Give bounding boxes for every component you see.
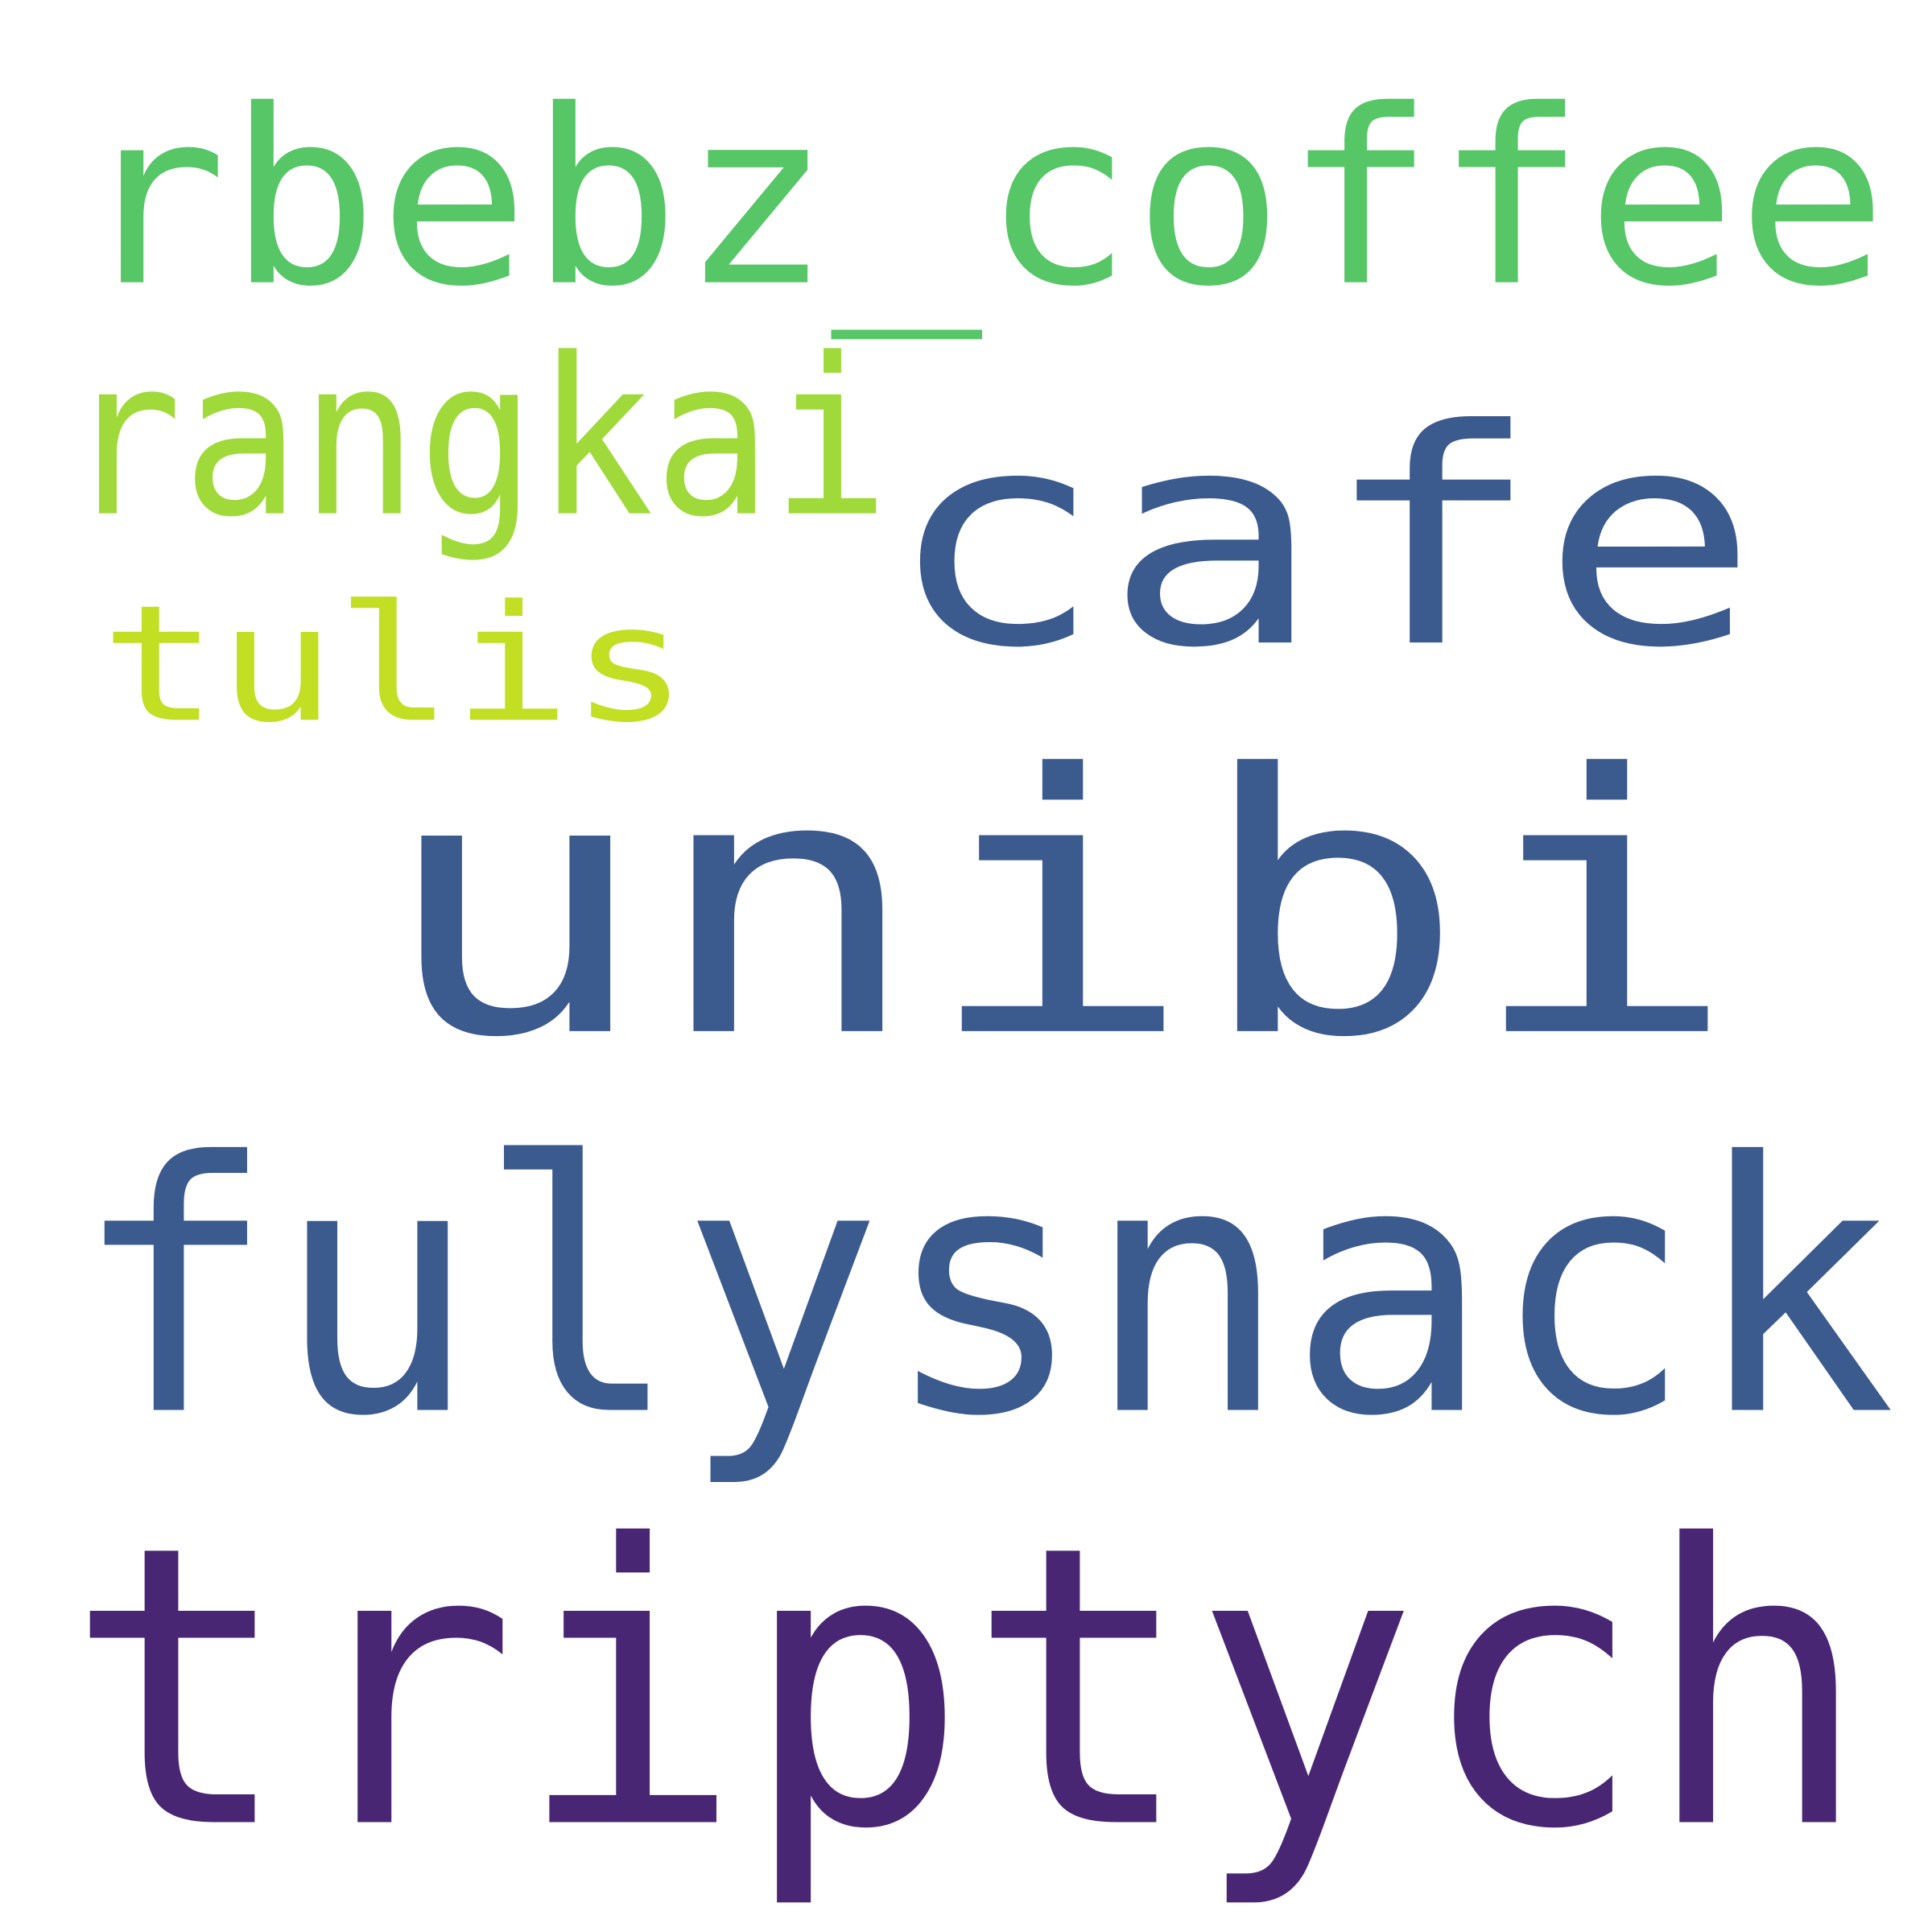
word-fulysnack: fulysnack	[72, 1088, 1896, 1492]
word-tulis: tulis	[101, 570, 689, 758]
word-rbebz-coffee: rbebz_coffee	[76, 58, 1888, 340]
word-triptych: triptych	[66, 1463, 1869, 1913]
word-unibi: unibi	[378, 699, 1739, 1117]
word-rangkai: rangkai	[64, 312, 890, 566]
word-cafe: cafe	[886, 365, 1759, 713]
